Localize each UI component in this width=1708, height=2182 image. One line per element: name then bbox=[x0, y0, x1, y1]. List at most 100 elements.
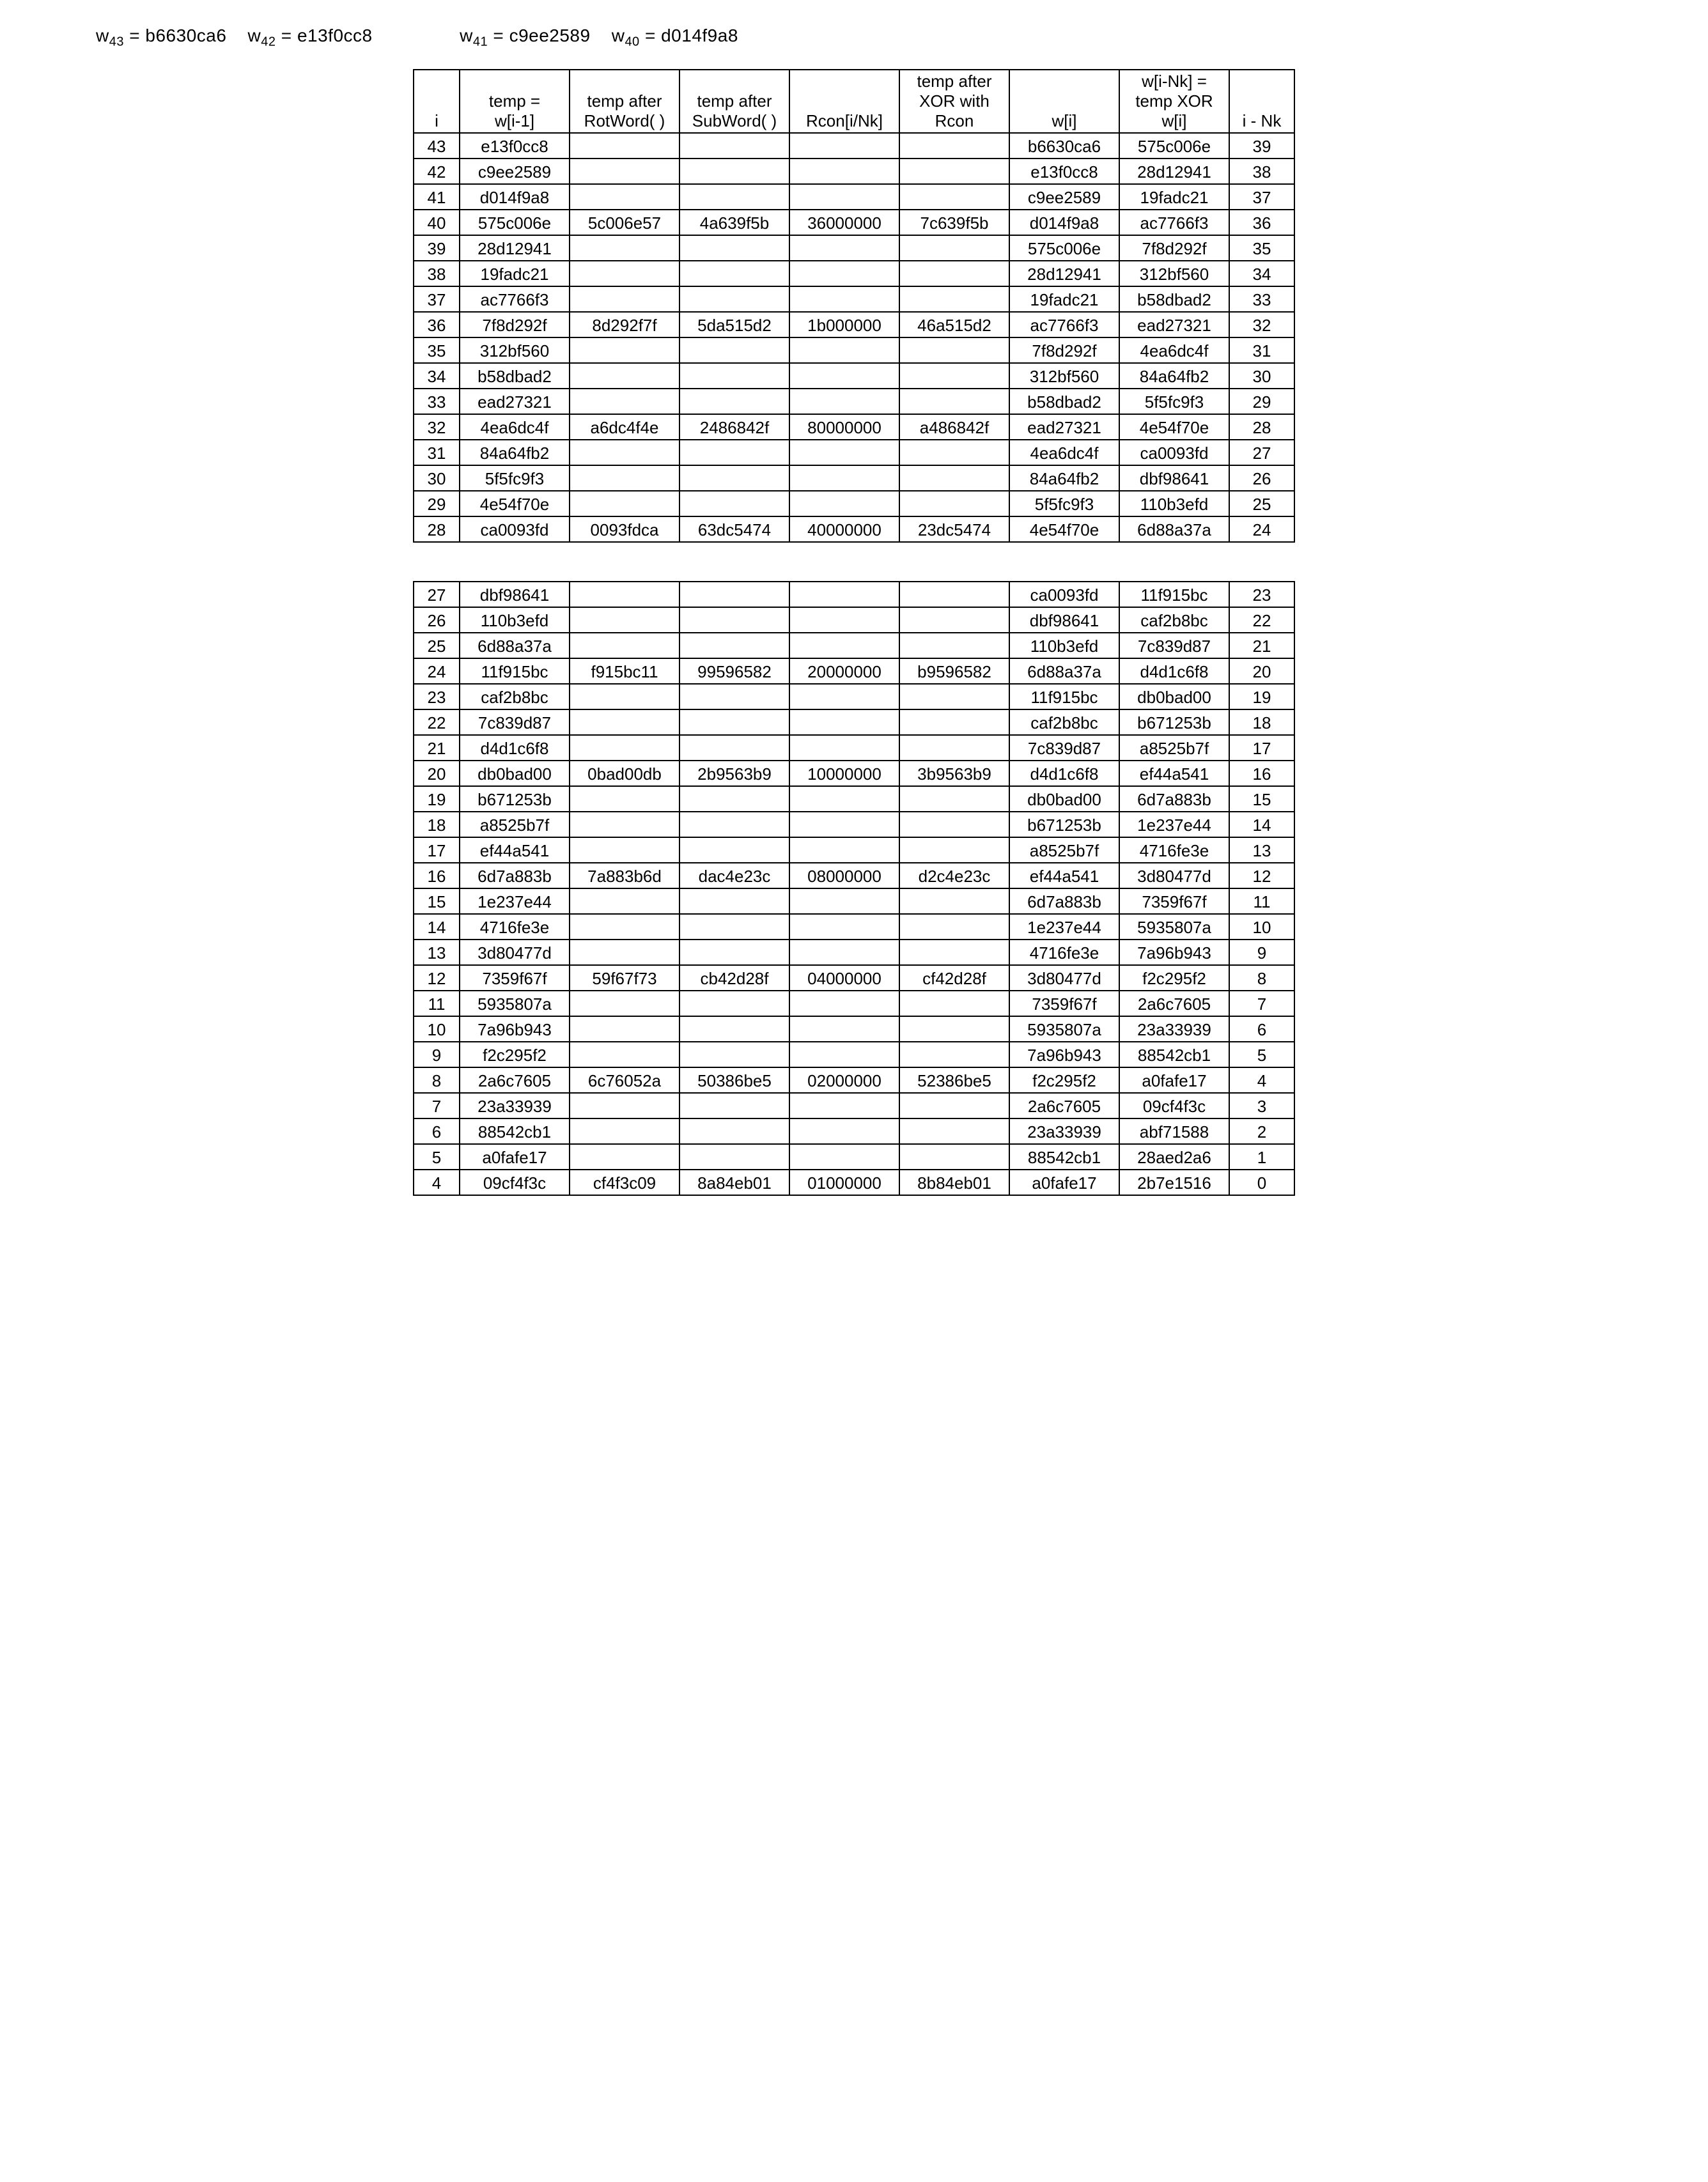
table-row: 9f2c295f27a96b94388542cb15 bbox=[414, 1042, 1294, 1067]
cell-wnk: 7f8d292f bbox=[1119, 235, 1229, 261]
cell-temp: 84a64fb2 bbox=[460, 440, 570, 465]
cell-xor: 23dc5474 bbox=[899, 516, 1009, 542]
cell-rot: 7a883b6d bbox=[570, 863, 679, 888]
cell-xor: 8b84eb01 bbox=[899, 1170, 1009, 1195]
cell-wi: a8525b7f bbox=[1009, 837, 1119, 863]
cell-i: 24 bbox=[414, 658, 460, 684]
cell-temp: ac7766f3 bbox=[460, 286, 570, 312]
cell-xor bbox=[899, 1016, 1009, 1042]
cell-wi: ef44a541 bbox=[1009, 863, 1119, 888]
cell-rcon bbox=[789, 337, 899, 363]
cell-rcon bbox=[789, 1093, 899, 1118]
cell-temp: 19fadc21 bbox=[460, 261, 570, 286]
cell-xor bbox=[899, 607, 1009, 633]
cell-ink: 0 bbox=[1229, 1170, 1294, 1195]
cell-i: 25 bbox=[414, 633, 460, 658]
cell-rcon bbox=[789, 133, 899, 159]
cell-rot bbox=[570, 465, 679, 491]
cell-xor bbox=[899, 363, 1009, 389]
cell-sub bbox=[679, 786, 789, 812]
cell-rcon: 02000000 bbox=[789, 1067, 899, 1093]
table-row: 23caf2b8bc11f915bcdb0bad0019 bbox=[414, 684, 1294, 709]
table-row: 409cf4f3ccf4f3c098a84eb01010000008b84eb0… bbox=[414, 1170, 1294, 1195]
cell-xor bbox=[899, 837, 1009, 863]
cell-rcon bbox=[789, 1016, 899, 1042]
cell-sub: 4a639f5b bbox=[679, 210, 789, 235]
cell-ink: 18 bbox=[1229, 709, 1294, 735]
cell-rcon bbox=[789, 1118, 899, 1144]
cell-xor: 52386be5 bbox=[899, 1067, 1009, 1093]
cell-wnk: ac7766f3 bbox=[1119, 210, 1229, 235]
cell-temp: 1e237e44 bbox=[460, 888, 570, 914]
cell-ink: 15 bbox=[1229, 786, 1294, 812]
table-row: 367f8d292f8d292f7f5da515d21b00000046a515… bbox=[414, 312, 1294, 337]
cell-i: 38 bbox=[414, 261, 460, 286]
cell-rcon: 80000000 bbox=[789, 414, 899, 440]
cell-i: 32 bbox=[414, 414, 460, 440]
cell-wi: 7c839d87 bbox=[1009, 735, 1119, 761]
cell-sub bbox=[679, 1144, 789, 1170]
cell-sub bbox=[679, 363, 789, 389]
cell-ink: 29 bbox=[1229, 389, 1294, 414]
cell-i: 31 bbox=[414, 440, 460, 465]
table-row: 42c9ee2589e13f0cc828d1294138 bbox=[414, 159, 1294, 184]
cell-i: 30 bbox=[414, 465, 460, 491]
cell-ink: 26 bbox=[1229, 465, 1294, 491]
cell-wnk: ef44a541 bbox=[1119, 761, 1229, 786]
cell-temp: 6d88a37a bbox=[460, 633, 570, 658]
cell-i: 15 bbox=[414, 888, 460, 914]
cell-wi: 7a96b943 bbox=[1009, 1042, 1119, 1067]
cell-ink: 23 bbox=[1229, 582, 1294, 607]
cell-wi: dbf98641 bbox=[1009, 607, 1119, 633]
cell-rcon bbox=[789, 633, 899, 658]
cell-wnk: b671253b bbox=[1119, 709, 1229, 735]
cell-rot bbox=[570, 837, 679, 863]
cell-temp: e13f0cc8 bbox=[460, 133, 570, 159]
cell-rot bbox=[570, 914, 679, 940]
cell-rot bbox=[570, 1144, 679, 1170]
cell-xor: 7c639f5b bbox=[899, 210, 1009, 235]
cell-wi: 19fadc21 bbox=[1009, 286, 1119, 312]
cell-wi: c9ee2589 bbox=[1009, 184, 1119, 210]
cell-wnk: 28d12941 bbox=[1119, 159, 1229, 184]
cell-i: 4 bbox=[414, 1170, 460, 1195]
cell-rcon bbox=[789, 914, 899, 940]
cell-wi: 2a6c7605 bbox=[1009, 1093, 1119, 1118]
cell-temp: ef44a541 bbox=[460, 837, 570, 863]
cell-rot bbox=[570, 1016, 679, 1042]
cell-wnk: ead27321 bbox=[1119, 312, 1229, 337]
w43-label: w43 bbox=[96, 26, 124, 45]
cell-rot bbox=[570, 582, 679, 607]
cell-i: 21 bbox=[414, 735, 460, 761]
cell-sub bbox=[679, 812, 789, 837]
cell-xor bbox=[899, 286, 1009, 312]
cell-ink: 10 bbox=[1229, 914, 1294, 940]
cell-ink: 39 bbox=[1229, 133, 1294, 159]
cell-sub bbox=[679, 465, 789, 491]
table-row: 19b671253bdb0bad006d7a883b15 bbox=[414, 786, 1294, 812]
cell-rcon bbox=[789, 1144, 899, 1170]
cell-xor: b9596582 bbox=[899, 658, 1009, 684]
cell-wnk: 4ea6dc4f bbox=[1119, 337, 1229, 363]
cell-rot bbox=[570, 1042, 679, 1067]
cell-rcon bbox=[789, 709, 899, 735]
cell-wnk: abf71588 bbox=[1119, 1118, 1229, 1144]
cell-xor bbox=[899, 337, 1009, 363]
cell-wi: 110b3efd bbox=[1009, 633, 1119, 658]
table-row: 227c839d87caf2b8bcb671253b18 bbox=[414, 709, 1294, 735]
cell-i: 22 bbox=[414, 709, 460, 735]
cell-rot bbox=[570, 991, 679, 1016]
cell-temp: caf2b8bc bbox=[460, 684, 570, 709]
cell-sub bbox=[679, 735, 789, 761]
cell-sub: 5da515d2 bbox=[679, 312, 789, 337]
cell-rcon bbox=[789, 465, 899, 491]
cell-wi: d014f9a8 bbox=[1009, 210, 1119, 235]
cell-i: 8 bbox=[414, 1067, 460, 1093]
cell-xor bbox=[899, 888, 1009, 914]
cell-wi: 4ea6dc4f bbox=[1009, 440, 1119, 465]
cell-sub: 63dc5474 bbox=[679, 516, 789, 542]
cell-xor: 3b9563b9 bbox=[899, 761, 1009, 786]
cell-wi: caf2b8bc bbox=[1009, 709, 1119, 735]
cell-wnk: db0bad00 bbox=[1119, 684, 1229, 709]
cell-sub bbox=[679, 337, 789, 363]
